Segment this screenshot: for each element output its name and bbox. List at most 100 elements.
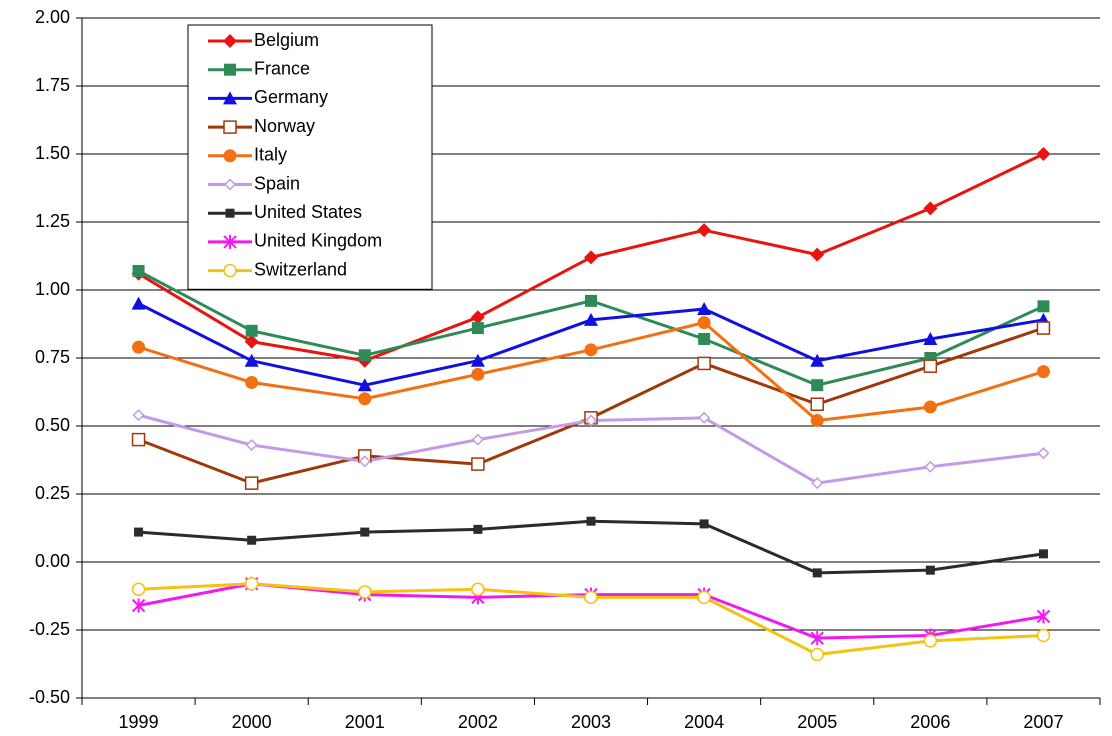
marker [1036, 628, 1051, 643]
marker [471, 457, 485, 471]
x-tick-label: 2003 [571, 712, 611, 732]
marker [223, 149, 237, 163]
marker [923, 359, 938, 373]
marker [247, 535, 257, 545]
x-tick-label: 2006 [910, 712, 950, 732]
marker [470, 310, 485, 325]
marker [244, 334, 259, 349]
marker [925, 565, 935, 575]
marker [132, 409, 145, 422]
marker [585, 294, 597, 307]
marker [810, 353, 825, 367]
marker [697, 302, 712, 316]
x-tick-label: 2007 [1023, 712, 1063, 732]
marker [131, 582, 146, 596]
marker [473, 524, 483, 534]
marker [132, 264, 145, 277]
marker [584, 250, 598, 265]
marker [223, 120, 237, 134]
marker [698, 332, 711, 345]
marker [244, 476, 259, 490]
x-tick-label: 2000 [232, 712, 272, 732]
marker [244, 577, 259, 591]
marker [584, 590, 598, 605]
x-tick-label: 2001 [345, 712, 385, 732]
marker [223, 34, 237, 48]
y-tick-label: -0.25 [29, 619, 70, 639]
marker [223, 91, 237, 105]
marker [358, 392, 372, 406]
marker [923, 400, 937, 414]
marker [471, 367, 485, 381]
marker [131, 598, 146, 613]
marker [1037, 447, 1050, 460]
marker [923, 331, 938, 345]
legend-label: United States [254, 202, 362, 222]
marker [810, 397, 824, 411]
marker [1038, 549, 1048, 559]
x-tick-label: 2002 [458, 712, 498, 732]
y-tick-label: 1.25 [35, 211, 70, 231]
y-tick-label: 0.50 [35, 415, 70, 435]
marker [810, 247, 825, 262]
x-tick-label: 2004 [684, 712, 724, 732]
x-tick-label: 1999 [119, 712, 159, 732]
marker [134, 527, 144, 537]
marker [1037, 300, 1050, 313]
marker [923, 634, 938, 648]
marker [471, 582, 485, 596]
series-line [138, 519, 1044, 575]
y-tick-label: 2.00 [35, 7, 70, 27]
marker [584, 343, 598, 357]
legend-label: United Kingdom [254, 231, 382, 251]
marker [923, 201, 938, 216]
marker [699, 519, 709, 529]
marker [131, 432, 146, 447]
marker [697, 356, 711, 371]
legend-label: France [254, 58, 310, 78]
legend-label: Spain [254, 173, 300, 193]
marker [223, 234, 237, 249]
marker [586, 516, 596, 526]
marker [584, 312, 598, 326]
marker [132, 340, 146, 354]
marker [358, 349, 371, 362]
marker [810, 647, 824, 662]
marker [1036, 321, 1051, 335]
marker [225, 208, 235, 218]
marker [1036, 365, 1050, 379]
marker [245, 324, 258, 337]
marker [245, 438, 258, 452]
legend-label: Norway [254, 116, 315, 136]
marker [812, 568, 822, 578]
x-tick-label: 2005 [797, 712, 837, 732]
y-tick-label: 1.75 [35, 75, 70, 95]
marker [360, 527, 370, 537]
marker [223, 263, 237, 278]
marker [811, 379, 824, 392]
y-tick-label: -0.50 [29, 687, 70, 707]
legend-label: Germany [254, 87, 328, 107]
marker [1036, 609, 1051, 624]
y-tick-label: 1.00 [35, 279, 70, 299]
series-line [138, 321, 1044, 423]
marker [1036, 147, 1051, 161]
marker [697, 223, 712, 238]
marker [810, 414, 824, 428]
y-tick-label: 1.50 [35, 143, 70, 163]
legend-label: Belgium [254, 30, 319, 50]
marker [471, 322, 484, 335]
marker [470, 353, 485, 367]
legend: Belgium France Germany Norway Italy Spain Unit… [187, 24, 433, 290]
marker [358, 455, 371, 468]
legend-label: Italy [254, 145, 287, 165]
marker [811, 477, 824, 490]
marker [224, 63, 236, 76]
legend-label: Switzerland [254, 259, 347, 279]
marker [471, 433, 484, 446]
marker [697, 316, 711, 330]
marker [698, 411, 711, 424]
y-tick-label: 0.00 [35, 551, 70, 571]
marker [357, 378, 372, 392]
